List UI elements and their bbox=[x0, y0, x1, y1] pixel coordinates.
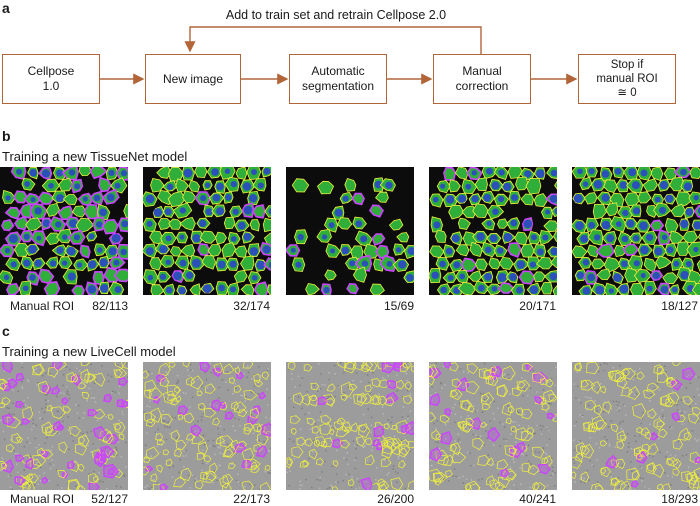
livecell-count-1: 52/127 bbox=[82, 492, 128, 506]
retrain-loop-arrow bbox=[190, 27, 481, 54]
tissuenet-count-2: 32/174 bbox=[220, 299, 270, 313]
livecell-title: Training a new LiveCell model bbox=[2, 344, 176, 359]
step-stop-condition: Stop if manual ROI ≅ 0 bbox=[578, 54, 676, 104]
tissuenet-image-1 bbox=[0, 167, 128, 295]
tissuenet-count-1: 82/113 bbox=[82, 299, 128, 313]
tissuenet-image-4 bbox=[429, 167, 557, 295]
step-new-image: New image bbox=[145, 54, 241, 104]
tissuenet-count-5: 18/127 bbox=[648, 299, 698, 313]
step-manual-correction: Manual correction bbox=[433, 54, 531, 104]
livecell-count-5: 18/293 bbox=[648, 492, 698, 506]
livecell-count-2: 22/173 bbox=[220, 492, 270, 506]
tissuenet-title: Training a new TissueNet model bbox=[2, 149, 187, 164]
retrain-loop-label: Add to train set and retrain Cellpose 2.… bbox=[226, 8, 446, 22]
livecell-count-3: 26/200 bbox=[364, 492, 414, 506]
livecell-image-2 bbox=[143, 362, 271, 490]
tissuenet-image-3 bbox=[286, 167, 414, 295]
livecell-manual-roi-label: Manual ROI bbox=[10, 492, 74, 506]
tissuenet-manual-roi-label: Manual ROI bbox=[10, 299, 74, 313]
step-automatic-segmentation: Automatic segmentation bbox=[289, 54, 387, 104]
livecell-image-1 bbox=[0, 362, 128, 490]
step-cellpose-1: Cellpose 1.0 bbox=[2, 54, 100, 104]
tissuenet-count-4: 20/171 bbox=[506, 299, 556, 313]
livecell-image-3 bbox=[286, 362, 414, 490]
panel-letter-b: b bbox=[2, 128, 11, 144]
panel-letter-c: c bbox=[2, 323, 10, 339]
tissuenet-image-5 bbox=[572, 167, 700, 295]
livecell-count-4: 40/241 bbox=[506, 492, 556, 506]
tissuenet-count-3: 15/69 bbox=[364, 299, 414, 313]
livecell-image-4 bbox=[429, 362, 557, 490]
livecell-image-5 bbox=[572, 362, 700, 490]
tissuenet-image-2 bbox=[143, 167, 271, 295]
